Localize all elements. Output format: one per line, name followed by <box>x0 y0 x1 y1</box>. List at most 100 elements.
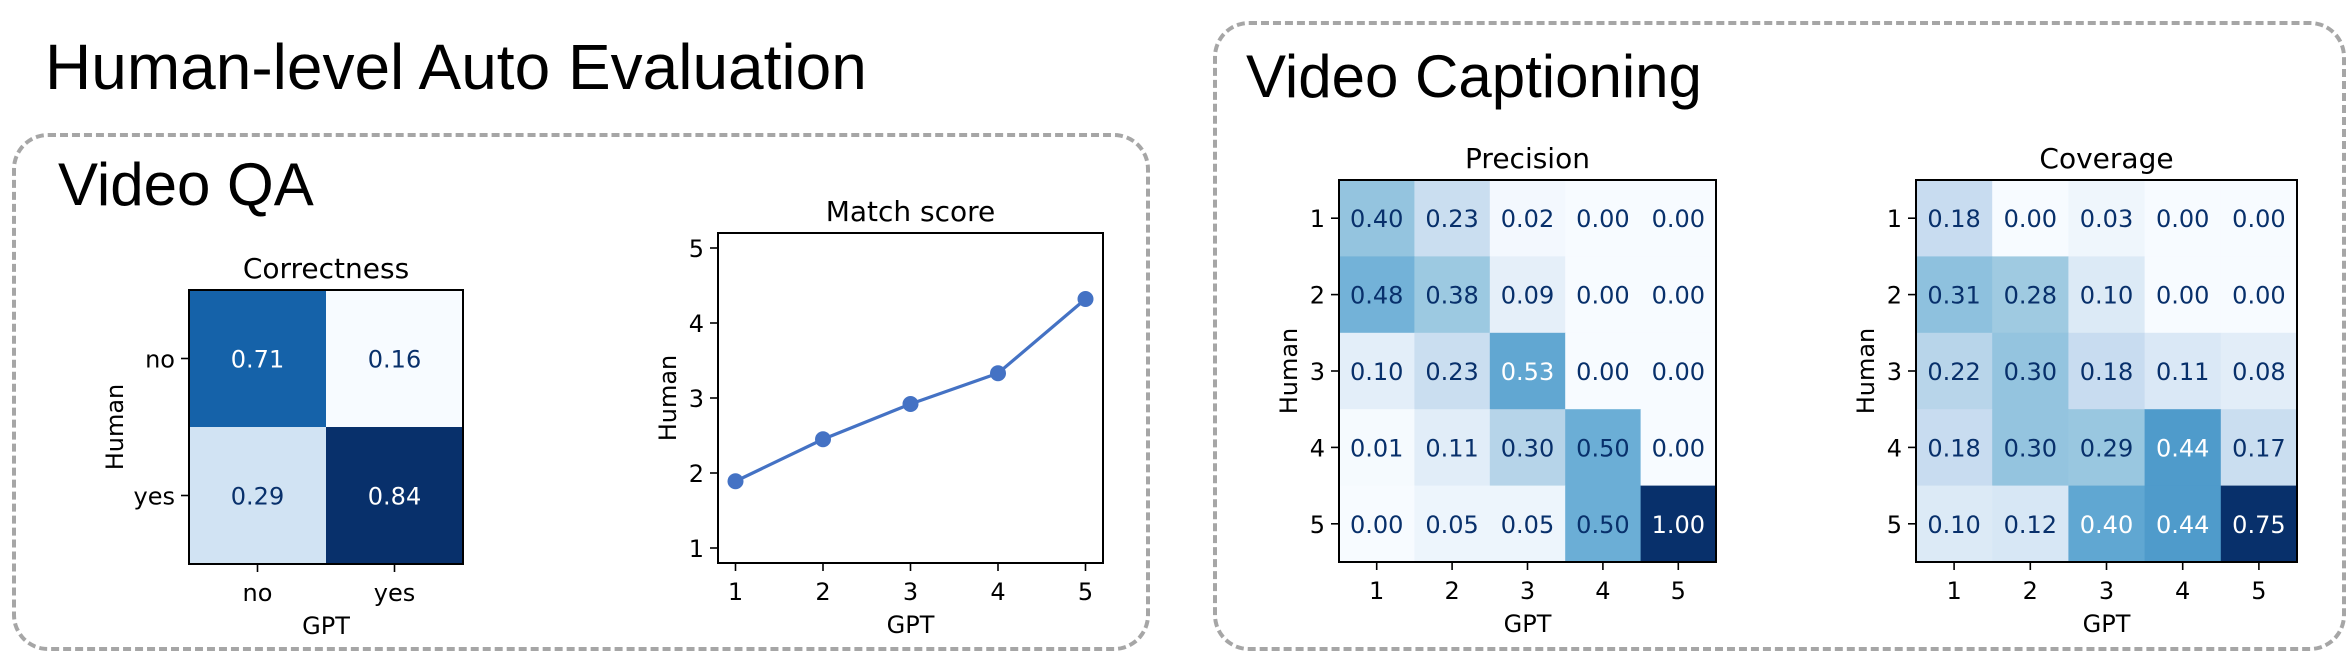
cell-value-label: 0.09 <box>1501 282 1554 310</box>
heatmap-cell <box>1489 332 1566 410</box>
heatmap-cell <box>1640 256 1717 334</box>
heatmap-cell <box>1414 409 1491 487</box>
heatmap-cell <box>2144 180 2222 257</box>
heatmap-cell <box>1565 256 1642 334</box>
heatmap-cell <box>2220 332 2298 410</box>
x-tick-label: 3 <box>1520 577 1535 605</box>
cell-value-label: 0.23 <box>1425 205 1478 233</box>
y-tick-label: 1 <box>1310 205 1325 233</box>
cell-value-label: 0.00 <box>1576 358 1629 386</box>
x-tick-label: 1 <box>1369 577 1384 605</box>
cell-value-label: 0.00 <box>2156 205 2209 233</box>
heatmap-cell <box>1565 332 1642 410</box>
x-axis-label: GPT <box>1504 610 1552 638</box>
heatmap-cell <box>1992 409 2069 487</box>
x-tick-label: 2 <box>2023 577 2038 605</box>
heatmap-cell <box>1916 332 1993 410</box>
heatmap-cell <box>189 290 327 428</box>
heatmap-cell <box>1414 180 1491 257</box>
data-point <box>727 473 744 490</box>
cell-value-label: 0.00 <box>2232 205 2285 233</box>
cell-value-label: 0.00 <box>1576 282 1629 310</box>
cell-value-label: 0.71 <box>231 346 284 374</box>
cell-value-label: 0.30 <box>1501 434 1554 462</box>
page-title: Human-level Auto Evaluation <box>45 31 867 103</box>
cell-value-label: 0.16 <box>368 346 421 374</box>
heatmap-cell <box>2068 409 2146 487</box>
heatmap-cell <box>1339 180 1415 257</box>
cell-value-label: 0.11 <box>1425 434 1478 462</box>
cell-value-label: 0.50 <box>1576 434 1629 462</box>
y-tick-label: 5 <box>689 235 704 263</box>
heatmap-cell <box>2220 256 2298 334</box>
x-tick-label: 1 <box>1946 577 1961 605</box>
cell-value-label: 0.22 <box>1927 358 1980 386</box>
heatmap-cell <box>1916 485 1993 563</box>
cell-value-label: 0.12 <box>2004 511 2057 539</box>
cell-value-label: 0.00 <box>2004 205 2057 233</box>
heatmap-cell <box>1565 409 1642 487</box>
cell-value-label: 0.00 <box>2156 282 2209 310</box>
video-qa-box <box>12 133 1150 651</box>
cell-value-label: 0.48 <box>1350 282 1403 310</box>
x-tick-label: yes <box>374 579 415 607</box>
y-tick-label: yes <box>134 483 175 511</box>
heatmap-cell <box>1414 256 1491 334</box>
plot-frame <box>188 289 464 565</box>
cell-value-label: 0.05 <box>1501 511 1554 539</box>
x-tick-label: 4 <box>990 578 1005 606</box>
y-tick-label: 1 <box>1887 205 1902 233</box>
cell-value-label: 0.44 <box>2156 511 2209 539</box>
heatmap-cell <box>2220 180 2298 257</box>
heatmap-cell <box>1489 256 1566 334</box>
heatmap-cell <box>2144 409 2222 487</box>
heatmap-cell <box>1339 409 1415 487</box>
heatmap-cell <box>1565 485 1642 563</box>
cell-value-label: 0.31 <box>1927 282 1980 310</box>
heatmap-cell <box>1640 332 1717 410</box>
heatmap-cell <box>1916 409 1993 487</box>
heatmap-cell <box>1565 180 1642 257</box>
y-axis-label: Human <box>1852 328 1880 415</box>
x-tick-label: 5 <box>1671 577 1686 605</box>
heatmap-cell <box>2144 256 2222 334</box>
x-axis-label: GPT <box>887 611 935 639</box>
cell-value-label: 0.75 <box>2232 511 2285 539</box>
cell-value-label: 0.17 <box>2232 434 2285 462</box>
heatmap-cell <box>1992 256 2069 334</box>
heatmap-cell <box>2068 256 2146 334</box>
y-tick-label: 4 <box>1887 434 1902 462</box>
cell-value-label: 0.00 <box>1652 205 1705 233</box>
x-tick-label: 4 <box>1595 577 1610 605</box>
x-tick-label: 1 <box>728 578 743 606</box>
y-tick-label: 5 <box>1310 511 1325 539</box>
heatmap-cell <box>326 427 464 565</box>
cell-value-label: 0.01 <box>1350 434 1403 462</box>
cell-value-label: 0.40 <box>2080 511 2133 539</box>
heatmap-cell <box>326 290 464 428</box>
cell-value-label: 0.00 <box>1576 205 1629 233</box>
chart-title: Match score <box>826 195 996 228</box>
heatmap-cell <box>1339 332 1415 410</box>
cell-value-label: 0.00 <box>1350 511 1403 539</box>
data-point <box>815 431 831 448</box>
y-tick-label: 1 <box>689 535 704 563</box>
cell-value-label: 0.11 <box>2156 358 2209 386</box>
cell-value-label: 0.10 <box>1927 511 1980 539</box>
y-tick-label: 3 <box>1887 358 1902 386</box>
chart-title: Correctness <box>243 252 409 285</box>
heatmap-cell <box>2144 485 2222 563</box>
cell-value-label: 0.30 <box>2004 358 2057 386</box>
cell-value-label: 0.00 <box>1652 358 1705 386</box>
heatmap-cell <box>1489 485 1566 563</box>
cell-value-label: 1.00 <box>1652 511 1705 539</box>
data-point <box>1077 291 1094 307</box>
data-point <box>990 365 1006 382</box>
heatmap-cell <box>1339 485 1415 563</box>
cell-value-label: 0.08 <box>2232 358 2285 386</box>
y-tick-label: 2 <box>1887 282 1902 310</box>
y-tick-label: 2 <box>1310 282 1325 310</box>
heatmap-cell <box>1640 485 1717 563</box>
heatmap-cell <box>2220 485 2298 563</box>
